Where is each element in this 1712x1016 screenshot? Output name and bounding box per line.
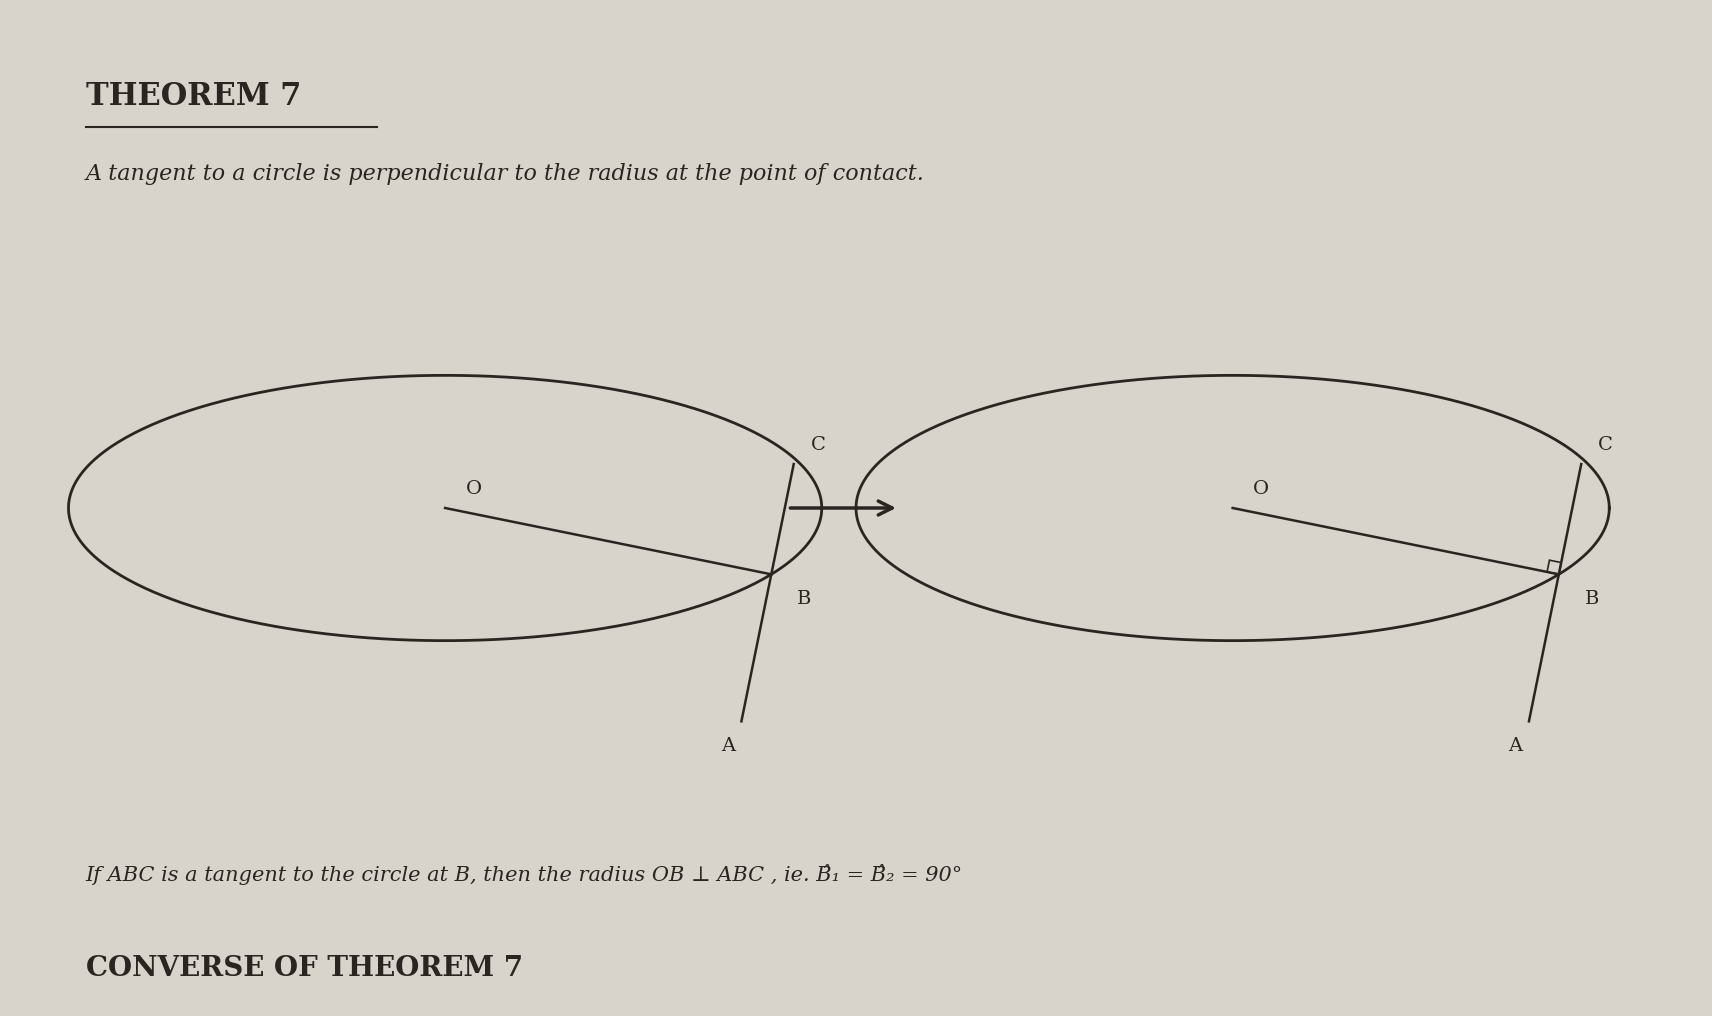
Text: A: A bbox=[1508, 737, 1522, 755]
Text: CONVERSE OF THEOREM 7: CONVERSE OF THEOREM 7 bbox=[86, 955, 522, 982]
Text: C: C bbox=[1599, 436, 1613, 454]
Text: THEOREM 7: THEOREM 7 bbox=[86, 81, 301, 113]
Text: O: O bbox=[466, 480, 481, 498]
Text: If ABC is a tangent to the circle at B, then the radius OB ⊥ ABC , ie. B̂₁ = B̂₂: If ABC is a tangent to the circle at B, … bbox=[86, 864, 962, 885]
Text: O: O bbox=[1253, 480, 1269, 498]
Text: B: B bbox=[798, 589, 811, 608]
Text: B: B bbox=[1585, 589, 1599, 608]
Text: A tangent to a circle is perpendicular to the radius at the point of contact.: A tangent to a circle is perpendicular t… bbox=[86, 163, 924, 185]
Text: C: C bbox=[811, 436, 825, 454]
Text: A: A bbox=[721, 737, 734, 755]
